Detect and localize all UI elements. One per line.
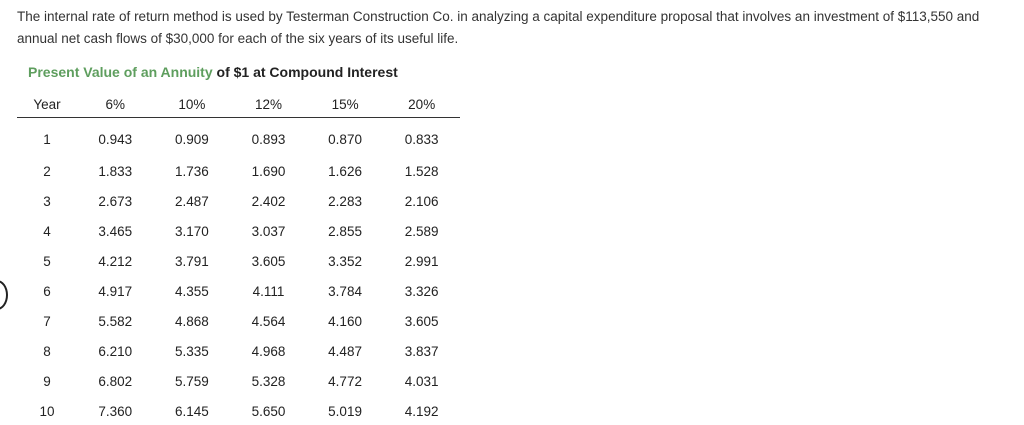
header-year: Year (17, 91, 77, 118)
table-row: 1 0.943 0.909 0.893 0.870 0.833 (17, 118, 460, 157)
table-cell: 5.335 (174, 343, 209, 359)
table-cell: 0.870 (328, 131, 362, 147)
table-cell: 2.106 (404, 193, 439, 209)
table-row: 6 4.917 4.355 4.111 3.784 3.326 (17, 276, 460, 306)
problem-statement: The internal rate of return method is us… (17, 9, 980, 46)
header-rate-12: 12% (230, 91, 307, 118)
table-cell: 6.210 (98, 343, 133, 359)
cell-year: 2 (43, 163, 51, 179)
table-cell: 5.019 (328, 403, 362, 419)
table-cell: 3.784 (328, 283, 362, 299)
table-cell: 4.111 (252, 283, 285, 299)
table-cell: 5.582 (98, 313, 133, 329)
cell-year: 9 (43, 373, 51, 389)
table-cell: 5.650 (251, 403, 286, 419)
cell-year: 1 (43, 131, 51, 147)
table-cell: 1.690 (251, 163, 286, 179)
table-cell: 1.626 (328, 163, 362, 179)
table-cell: 3.605 (251, 253, 286, 269)
table-title: Present Value of an Annuity of $1 at Com… (28, 64, 398, 80)
table-cell: 4.917 (98, 283, 133, 299)
table-cell: 5.759 (174, 373, 209, 389)
table-cell: 1.833 (98, 163, 133, 179)
table-row: 5 4.212 3.791 3.605 3.352 2.991 (17, 246, 460, 276)
table-cell: 2.991 (404, 253, 439, 269)
cell-year: 5 (43, 253, 51, 269)
answer-radio-edge[interactable] (0, 280, 8, 310)
table-cell: 1.736 (174, 163, 209, 179)
table-cell: 3.791 (174, 253, 209, 269)
table-cell: 2.673 (98, 193, 133, 209)
table-row: 2 1.833 1.736 1.690 1.626 1.528 (17, 156, 460, 186)
table-cell: 2.855 (328, 223, 362, 239)
table-cell: 4.160 (328, 313, 362, 329)
table-cell: 5.328 (251, 373, 286, 389)
table-cell: 3.605 (404, 313, 439, 329)
cell-year: 8 (43, 343, 51, 359)
cell-year: 4 (43, 223, 51, 239)
table-cell: 7.360 (98, 403, 133, 419)
table-cell: 0.943 (98, 131, 133, 147)
table-row: 7 5.582 4.868 4.564 4.160 3.605 (17, 306, 460, 336)
cell-year: 10 (39, 403, 55, 419)
table-cell: 2.589 (404, 223, 439, 239)
table-cell: 0.833 (404, 131, 439, 147)
table-row: 9 6.802 5.759 5.328 4.772 4.031 (17, 366, 460, 396)
table-cell: 3.837 (404, 343, 439, 359)
table-cell: 0.893 (251, 131, 286, 147)
table-header-row: Year 6% 10% 12% 15% 20% (17, 91, 460, 118)
table-cell: 4.487 (328, 343, 362, 359)
table-cell: 3.465 (98, 223, 133, 239)
table-cell: 3.170 (174, 223, 209, 239)
table-cell: 3.326 (404, 283, 439, 299)
table-cell: 6.802 (98, 373, 133, 389)
table-cell: 4.355 (174, 283, 209, 299)
table-cell: 4.868 (174, 313, 209, 329)
table-title-rest: of $1 at Compound Interest (216, 64, 398, 80)
table-cell: 2.283 (328, 193, 362, 209)
table-row: 10 7.360 6.145 5.650 5.019 4.192 (17, 396, 460, 425)
table-cell: 4.564 (251, 313, 286, 329)
cell-year: 3 (43, 193, 51, 209)
table-cell: 4.031 (404, 373, 439, 389)
table-row: 3 2.673 2.487 2.402 2.283 2.106 (17, 186, 460, 216)
present-value-annuity-table: Year 6% 10% 12% 15% 20% 1 0.943 0.909 0.… (17, 91, 460, 425)
header-rate-6: 6% (77, 91, 154, 118)
header-rate-10: 10% (153, 91, 231, 118)
table-cell: 2.487 (174, 193, 209, 209)
table-cell: 4.212 (98, 253, 133, 269)
table-row: 4 3.465 3.170 3.037 2.855 2.589 (17, 216, 460, 246)
header-rate-15: 15% (306, 91, 384, 118)
cell-year: 7 (43, 313, 51, 329)
header-rate-20: 20% (383, 91, 460, 118)
table-cell: 1.528 (404, 163, 439, 179)
table-cell: 3.352 (328, 253, 362, 269)
table-cell: 4.772 (328, 373, 362, 389)
cell-year: 6 (43, 283, 51, 299)
table-cell: 0.909 (174, 131, 209, 147)
table-cell: 3.037 (251, 223, 286, 239)
table-cell: 4.192 (404, 403, 439, 419)
table-row: 8 6.210 5.335 4.968 4.487 3.837 (17, 336, 460, 366)
table-cell: 6.145 (174, 403, 209, 419)
table-title-accent: Present Value of an Annuity (28, 64, 213, 80)
table-cell: 4.968 (251, 343, 286, 359)
table-cell: 2.402 (251, 193, 286, 209)
